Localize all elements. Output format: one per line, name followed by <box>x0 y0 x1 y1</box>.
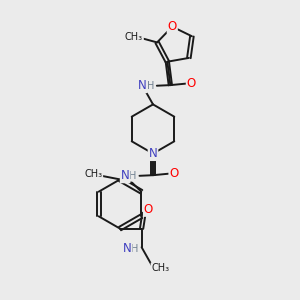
Text: O: O <box>187 77 196 90</box>
Text: H: H <box>129 171 137 181</box>
Text: CH₃: CH₃ <box>125 32 143 42</box>
Text: O: O <box>168 20 177 33</box>
Text: N: N <box>148 147 158 160</box>
Text: O: O <box>144 203 153 216</box>
Text: H: H <box>147 81 154 91</box>
Text: O: O <box>169 167 178 180</box>
Text: N: N <box>123 242 132 255</box>
Text: CH₃: CH₃ <box>84 169 102 179</box>
Text: N: N <box>121 169 130 182</box>
Text: CH₃: CH₃ <box>152 263 169 273</box>
Text: H: H <box>131 244 139 254</box>
Text: N: N <box>138 79 147 92</box>
